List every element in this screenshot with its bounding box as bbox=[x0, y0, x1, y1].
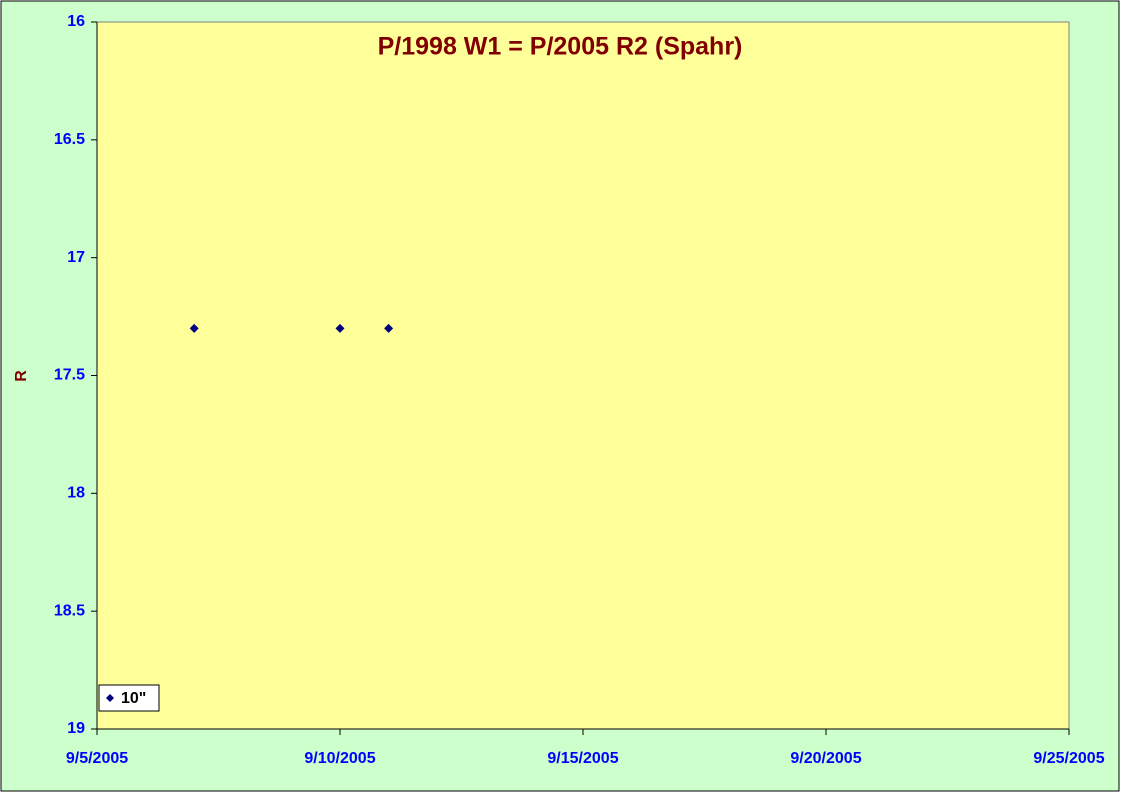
x-tick-label: 9/20/2005 bbox=[790, 750, 861, 767]
legend-label: 10" bbox=[121, 690, 146, 707]
x-tick-label: 9/25/2005 bbox=[1033, 750, 1104, 767]
chart-title: P/1998 W1 = P/2005 R2 (Spahr) bbox=[378, 33, 743, 61]
point bbox=[384, 323, 394, 333]
y-tick-label: 16.5 bbox=[54, 131, 85, 148]
y-tick-label: 17 bbox=[67, 249, 85, 266]
y-tick-label: 16 bbox=[67, 13, 85, 30]
x-tick-label: 9/15/2005 bbox=[547, 750, 618, 767]
y-tick-label: 17.5 bbox=[54, 367, 85, 384]
y-axis-label: R bbox=[13, 370, 30, 382]
y-tick-label: 18.5 bbox=[54, 602, 85, 619]
x-tick-label: 9/10/2005 bbox=[304, 750, 375, 767]
point bbox=[335, 323, 345, 333]
x-tick-label: 9/5/2005 bbox=[66, 750, 128, 767]
plot-area bbox=[96, 21, 1070, 730]
point bbox=[189, 323, 199, 333]
y-tick-label: 19 bbox=[67, 720, 85, 737]
y-tick-label: 18 bbox=[67, 485, 85, 502]
legend-marker bbox=[106, 694, 114, 702]
